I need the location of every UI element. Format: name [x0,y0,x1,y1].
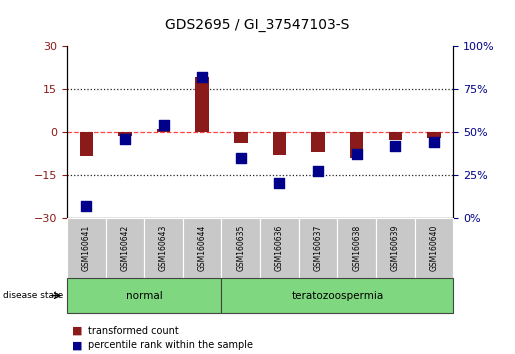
Text: teratozoospermia: teratozoospermia [291,291,384,301]
Point [82,203,91,209]
Point [159,122,167,128]
Text: percentile rank within the sample: percentile rank within the sample [88,340,252,350]
Point [314,169,322,174]
Text: GSM160644: GSM160644 [198,224,207,271]
Bar [234,132,248,143]
Text: normal: normal [126,291,163,301]
Text: GDS2695 / GI_37547103-S: GDS2695 / GI_37547103-S [165,18,350,32]
Bar [350,132,364,158]
Text: GSM160641: GSM160641 [82,225,91,271]
Point [236,155,245,160]
Text: GSM160640: GSM160640 [430,224,438,271]
Bar [195,78,209,132]
Text: GSM160639: GSM160639 [391,224,400,271]
Point [121,136,129,142]
Text: GSM160642: GSM160642 [121,225,129,271]
Point [198,74,206,80]
Text: GSM160643: GSM160643 [159,224,168,271]
Bar [311,132,325,152]
Point [275,181,283,186]
Text: GSM160638: GSM160638 [352,225,361,271]
Text: disease state: disease state [3,291,63,300]
Text: GSM160637: GSM160637 [314,224,322,271]
Text: transformed count: transformed count [88,326,178,336]
Text: GSM160635: GSM160635 [236,224,245,271]
Text: GSM160636: GSM160636 [275,224,284,271]
Point [391,143,400,148]
Point [430,139,438,145]
Bar [427,132,441,138]
Bar [79,132,93,156]
Bar [118,132,132,136]
Point [352,152,360,157]
Bar [157,129,170,132]
Bar [272,132,286,155]
Text: ■: ■ [72,326,82,336]
Bar [388,132,402,141]
Text: ■: ■ [72,340,82,350]
